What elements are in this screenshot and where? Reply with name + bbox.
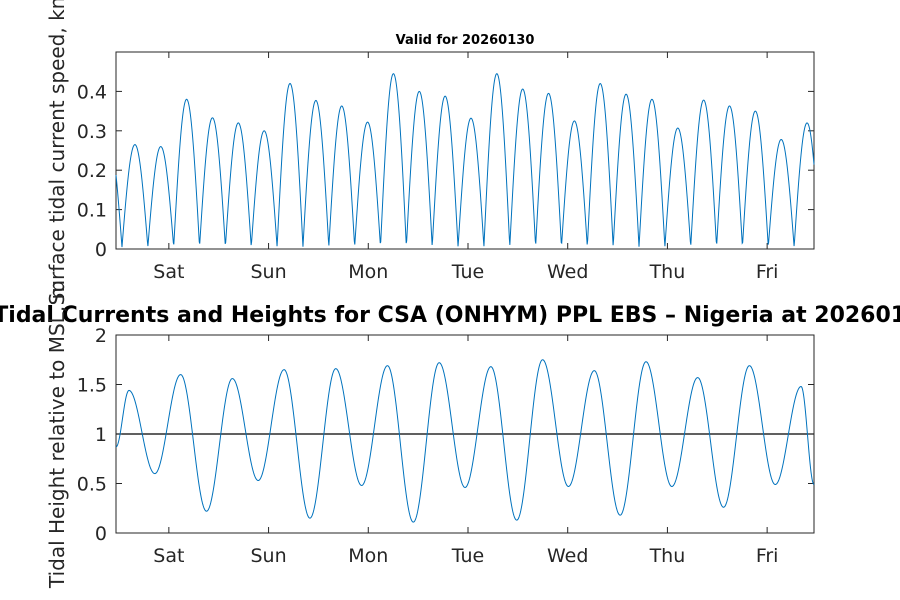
x-tick-label: Fri <box>756 261 779 283</box>
tidal-height-line <box>115 359 815 523</box>
current-chart-title: Valid for 20260130 <box>396 33 535 48</box>
current-speed-line <box>115 73 815 248</box>
x-tick-label: Wed <box>547 261 588 283</box>
y-tick-label: 0 <box>95 239 107 261</box>
y-tick-label: 0.2 <box>77 160 107 182</box>
height-chart-title: Tidal Currents and Heights for CSA (ONHY… <box>0 303 900 328</box>
x-tick-label: Wed <box>547 545 588 567</box>
x-tick-label: Thu <box>649 261 686 283</box>
y-tick-label: 2 <box>95 325 107 347</box>
y-tick-label: 0.1 <box>77 200 107 222</box>
x-tick-label: Mon <box>348 261 388 283</box>
y-tick-label: 0.5 <box>77 474 107 496</box>
x-tick-label: Tue <box>451 261 484 283</box>
x-tick-label: Fri <box>756 545 779 567</box>
x-tick-label: Tue <box>451 545 484 567</box>
y-tick-label: 1 <box>95 424 107 446</box>
x-tick-label: Sun <box>250 545 286 567</box>
y-tick-label: 0.4 <box>77 81 107 103</box>
x-tick-label: Sun <box>250 261 286 283</box>
y-tick-label: 1.5 <box>77 375 107 397</box>
x-tick-label: Thu <box>649 545 686 567</box>
current-y-axis-label: Surface tidal current speed, kn <box>45 0 69 305</box>
tidal-height-panel: Tidal Currents and Heights for CSA (ONHY… <box>0 280 900 589</box>
current-speed-panel: Valid for 20260130 Surface tidal current… <box>45 0 815 305</box>
y-tick-label: 0.3 <box>77 121 107 143</box>
x-tick-label: Mon <box>348 545 388 567</box>
x-tick-label: Sat <box>153 545 184 567</box>
height-y-axis-label: Tidal Height relative to MSL, m <box>45 280 69 589</box>
x-tick-label: Sat <box>153 261 184 283</box>
y-tick-label: 0 <box>95 523 107 545</box>
